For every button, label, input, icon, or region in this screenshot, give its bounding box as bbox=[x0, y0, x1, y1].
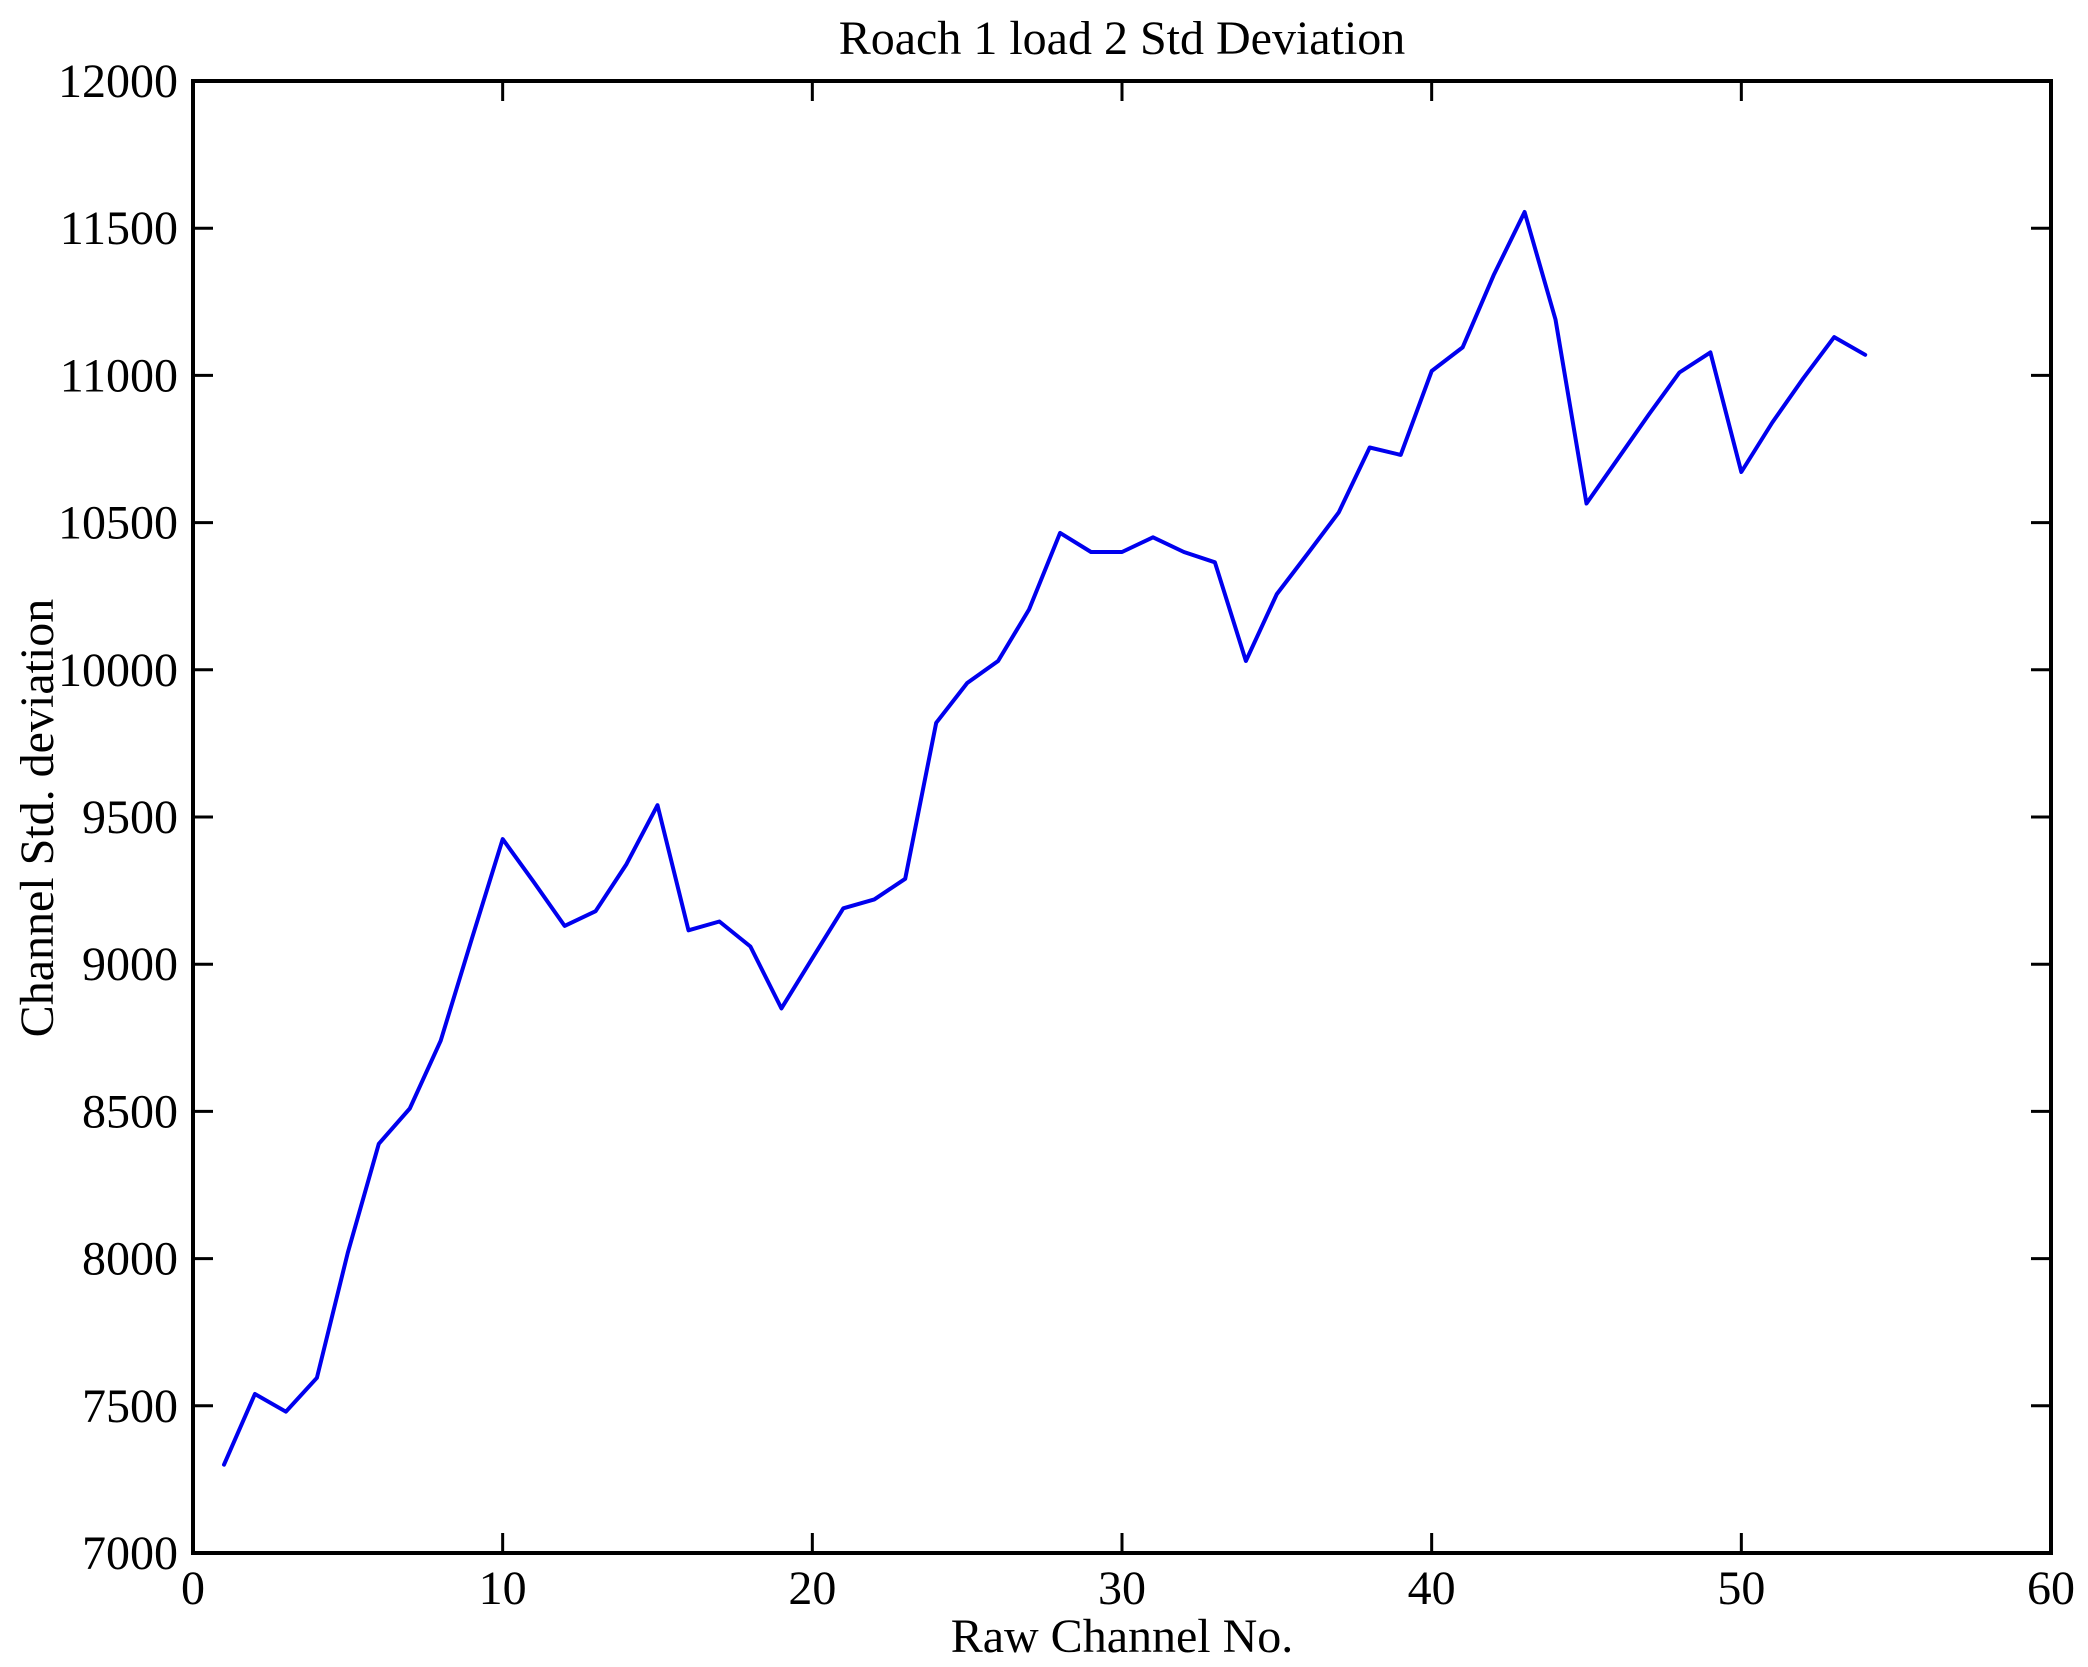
axes-box bbox=[191, 79, 2053, 1555]
x-tick-label: 0 bbox=[181, 1562, 205, 1615]
y-tick-label: 11500 bbox=[60, 202, 178, 255]
y-tick-label: 8500 bbox=[82, 1085, 178, 1138]
y-tick-label: 7500 bbox=[82, 1380, 178, 1433]
y-tick-label: 9000 bbox=[82, 938, 178, 991]
x-tick-label: 30 bbox=[1098, 1562, 1146, 1615]
x-tick-label: 10 bbox=[479, 1562, 527, 1615]
y-tick-label: 12000 bbox=[58, 55, 178, 108]
y-tick-label: 10500 bbox=[58, 497, 178, 550]
y-tick-label: 11000 bbox=[60, 349, 178, 402]
x-tick-label: 40 bbox=[1408, 1562, 1456, 1615]
x-tick-label: 20 bbox=[788, 1562, 836, 1615]
x-tick-label: 60 bbox=[2027, 1562, 2075, 1615]
y-tick-label: 7000 bbox=[82, 1527, 178, 1580]
x-tick-label: 50 bbox=[1717, 1562, 1765, 1615]
y-tick-label: 10000 bbox=[58, 644, 178, 697]
chart-title: Roach 1 load 2 Std Deviation bbox=[838, 12, 1406, 65]
y-tick-label: 8000 bbox=[82, 1233, 178, 1286]
y-axis-label: Channel Std. deviation bbox=[11, 598, 64, 1038]
data-line bbox=[222, 210, 1868, 1467]
y-tick-label: 9500 bbox=[82, 791, 178, 844]
x-axis-label: Raw Channel No. bbox=[950, 1610, 1294, 1663]
